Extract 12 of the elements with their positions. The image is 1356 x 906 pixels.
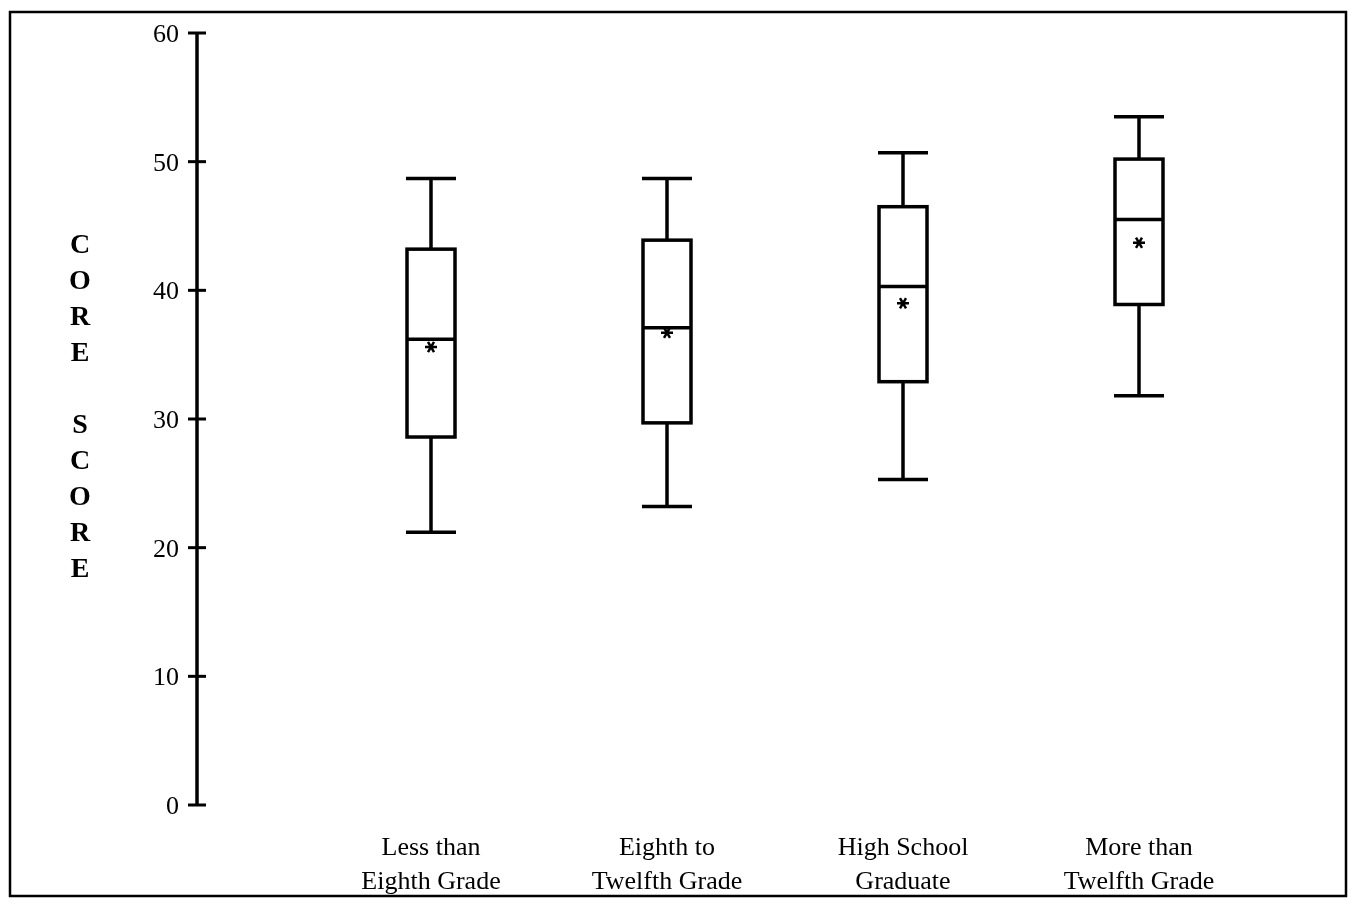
text: CORE SCORE xyxy=(69,228,91,583)
x-tick-label: High School Graduate xyxy=(837,832,969,895)
y-tick-label: 60 xyxy=(153,19,179,49)
y-tick-label: 20 xyxy=(153,533,179,563)
x-tick-label: Less than Eighth Grade xyxy=(361,832,501,895)
x-tick-label: More than Twelfth Grade xyxy=(1063,832,1215,895)
y-tick-label: 10 xyxy=(153,662,179,692)
y-tick-label: 0 xyxy=(166,791,179,821)
y-tick-label: 30 xyxy=(153,405,179,435)
x-tick-label: Eighth to Twelfth Grade xyxy=(591,832,743,895)
y-tick-label: 40 xyxy=(153,276,179,306)
y-tick-label: 50 xyxy=(153,147,179,177)
